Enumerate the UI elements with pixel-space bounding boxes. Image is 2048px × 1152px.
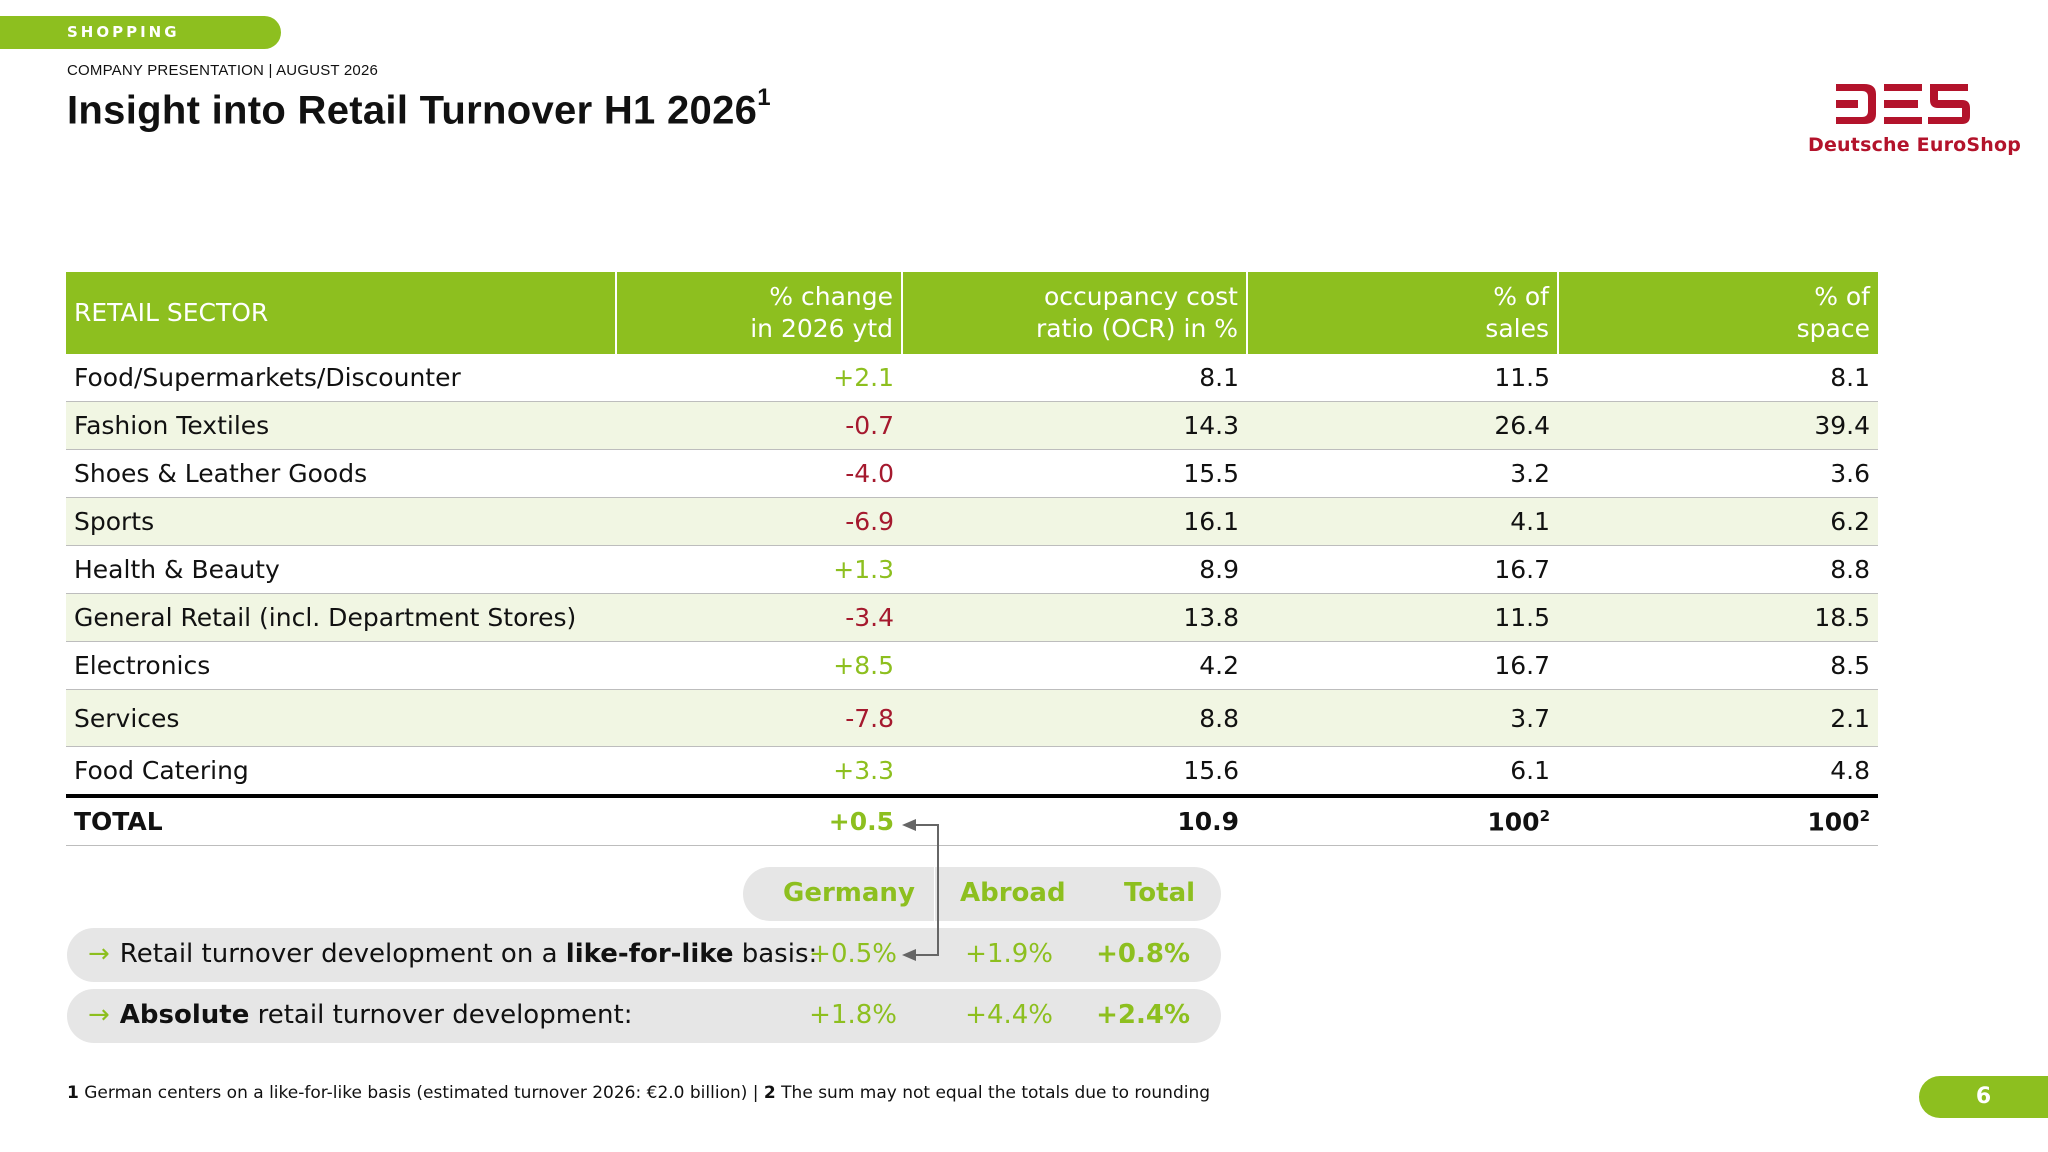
title-text: Insight into Retail Turnover H1 2026 bbox=[67, 88, 758, 133]
space-cell: 4.8 bbox=[1558, 746, 1878, 798]
total-ocr: 10.9 bbox=[902, 796, 1247, 846]
total-space: 1002 bbox=[1558, 796, 1878, 846]
logo-wordmark: Deutsche EuroShop bbox=[1808, 134, 2022, 156]
abs-germany-value: +1.8% bbox=[809, 1000, 897, 1030]
sector-cell: Services bbox=[66, 689, 616, 747]
sector-cell: Fashion Textiles bbox=[66, 401, 616, 450]
arrow-right-icon: → bbox=[88, 1000, 110, 1030]
ocr-cell: 8.8 bbox=[902, 689, 1247, 747]
total-label: TOTAL bbox=[66, 796, 616, 846]
space-cell: 3.6 bbox=[1558, 449, 1878, 498]
change-cell: -4.0 bbox=[616, 449, 902, 498]
table-row: Electronics +8.5 4.2 16.7 8.5 bbox=[66, 641, 1878, 690]
summary-column-separator bbox=[934, 867, 935, 921]
ocr-cell: 8.1 bbox=[902, 354, 1247, 402]
sales-cell: 11.5 bbox=[1247, 354, 1558, 402]
change-cell: +1.3 bbox=[616, 545, 902, 594]
space-cell: 8.1 bbox=[1558, 354, 1878, 402]
sales-cell: 3.2 bbox=[1247, 449, 1558, 498]
sales-cell: 3.7 bbox=[1247, 689, 1558, 747]
page-title: Insight into Retail Turnover H1 20261 bbox=[67, 84, 771, 133]
summary-header-germany: Germany bbox=[783, 878, 915, 908]
table-row: Health & Beauty +1.3 8.9 16.7 8.8 bbox=[66, 545, 1878, 594]
change-cell: -6.9 bbox=[616, 497, 902, 546]
summary-header-pill bbox=[743, 867, 1221, 921]
title-footnote-mark: 1 bbox=[757, 84, 771, 111]
abs-abroad-value: +4.4% bbox=[965, 1000, 1053, 1030]
table-row: General Retail (incl. Department Stores)… bbox=[66, 593, 1878, 642]
table-row: Food Catering +3.3 15.6 6.1 4.8 bbox=[66, 746, 1878, 798]
space-cell: 2.1 bbox=[1558, 689, 1878, 747]
sector-cell: Electronics bbox=[66, 641, 616, 690]
table-row: Sports -6.9 16.1 4.1 6.2 bbox=[66, 497, 1878, 546]
change-cell: -0.7 bbox=[616, 401, 902, 450]
des-logo-icon bbox=[1836, 84, 1970, 124]
ocr-cell: 15.6 bbox=[902, 746, 1247, 798]
table-row: Fashion Textiles -0.7 14.3 26.4 39.4 bbox=[66, 401, 1878, 450]
space-cell: 8.5 bbox=[1558, 641, 1878, 690]
change-cell: -7.8 bbox=[616, 689, 902, 747]
header-space: % of space bbox=[1557, 272, 1878, 354]
sector-cell: Food/Supermarkets/Discounter bbox=[66, 354, 616, 402]
summary-header-total: Total bbox=[1124, 878, 1196, 908]
lfl-abroad-value: +1.9% bbox=[965, 939, 1053, 969]
sales-cell: 16.7 bbox=[1247, 545, 1558, 594]
change-cell: +8.5 bbox=[616, 641, 902, 690]
table-header-row: RETAIL SECTOR % change in 2026 ytd occupa… bbox=[66, 272, 1878, 354]
retail-turnover-table: RETAIL SECTOR % change in 2026 ytd occupa… bbox=[66, 272, 1878, 846]
change-cell: -3.4 bbox=[616, 593, 902, 642]
sector-cell: Food Catering bbox=[66, 746, 616, 798]
summary-label-like-for-like: → Retail turnover development on a like-f… bbox=[88, 939, 818, 969]
ocr-cell: 13.8 bbox=[902, 593, 1247, 642]
header-sales: % of sales bbox=[1246, 272, 1558, 354]
section-tag: SHOPPING CENTERS bbox=[0, 16, 281, 74]
ocr-cell: 4.2 bbox=[902, 641, 1247, 690]
table-row: Food/Supermarkets/Discounter +2.1 8.1 11… bbox=[66, 354, 1878, 402]
sector-cell: Shoes & Leather Goods bbox=[66, 449, 616, 498]
ocr-cell: 8.9 bbox=[902, 545, 1247, 594]
header-change: % change in 2026 ytd bbox=[615, 272, 902, 354]
lfl-germany-value: +0.5% bbox=[809, 939, 897, 969]
change-cell: +2.1 bbox=[616, 354, 902, 402]
sector-cell: Health & Beauty bbox=[66, 545, 616, 594]
footnote: 1 German centers on a like-for-like basi… bbox=[67, 1083, 1211, 1103]
space-cell: 6.2 bbox=[1558, 497, 1878, 546]
lfl-total-value: +0.8% bbox=[1096, 939, 1190, 969]
abs-total-value: +2.4% bbox=[1096, 1000, 1190, 1030]
space-cell: 18.5 bbox=[1558, 593, 1878, 642]
space-cell: 8.8 bbox=[1558, 545, 1878, 594]
summary-row-absolute bbox=[67, 989, 1221, 1043]
header-ocr: occupancy cost ratio (OCR) in % bbox=[901, 272, 1247, 354]
sector-cell: Sports bbox=[66, 497, 616, 546]
connector-arrow-icon bbox=[902, 819, 939, 961]
summary-row-like-for-like bbox=[67, 928, 1221, 982]
table-row: Shoes & Leather Goods -4.0 15.5 3.2 3.6 bbox=[66, 449, 1878, 498]
header-retail-sector: RETAIL SECTOR bbox=[66, 272, 616, 354]
space-cell: 39.4 bbox=[1558, 401, 1878, 450]
summary-label-absolute: → Absolute retail turnover development: bbox=[88, 1000, 633, 1030]
ocr-cell: 14.3 bbox=[902, 401, 1247, 450]
presentation-subtitle: COMPANY PRESENTATION | AUGUST 2026 bbox=[67, 62, 379, 79]
sales-cell: 4.1 bbox=[1247, 497, 1558, 546]
arrow-right-icon: → bbox=[88, 939, 110, 969]
sales-cell: 26.4 bbox=[1247, 401, 1558, 450]
change-cell: +3.3 bbox=[616, 746, 902, 798]
sector-cell: General Retail (incl. Department Stores) bbox=[66, 593, 616, 642]
total-row: TOTAL +0.5 10.9 1002 1002 bbox=[66, 796, 1878, 846]
sales-cell: 6.1 bbox=[1247, 746, 1558, 798]
sales-cell: 16.7 bbox=[1247, 641, 1558, 690]
total-change: +0.5 bbox=[616, 796, 902, 846]
sales-cell: 11.5 bbox=[1247, 593, 1558, 642]
summary-header-abroad: Abroad bbox=[960, 878, 1066, 908]
total-sales: 1002 bbox=[1247, 796, 1558, 846]
ocr-cell: 16.1 bbox=[902, 497, 1247, 546]
ocr-cell: 15.5 bbox=[902, 449, 1247, 498]
table-row: Services -7.8 8.8 3.7 2.1 bbox=[66, 689, 1878, 747]
page-number: 6 bbox=[1919, 1076, 2048, 1118]
